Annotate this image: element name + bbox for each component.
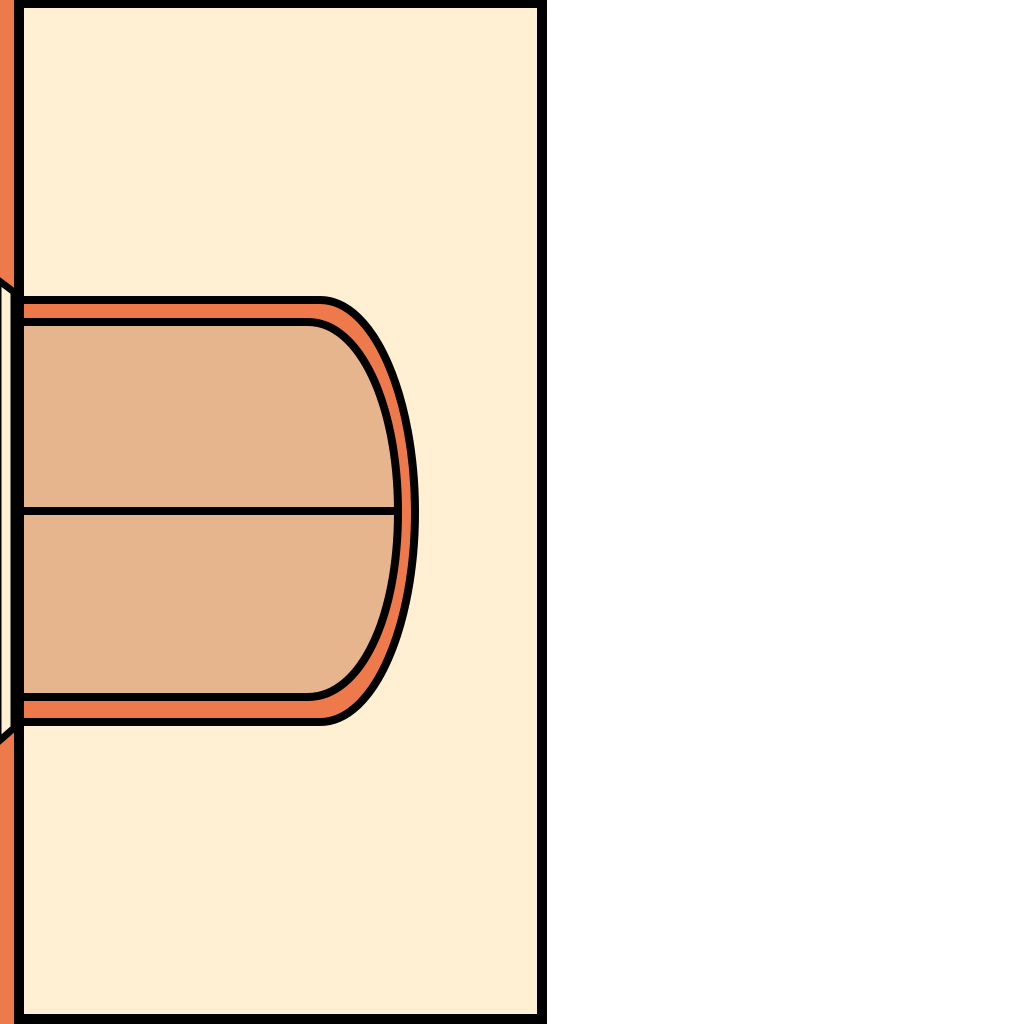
left-notch bbox=[0, 277, 18, 745]
